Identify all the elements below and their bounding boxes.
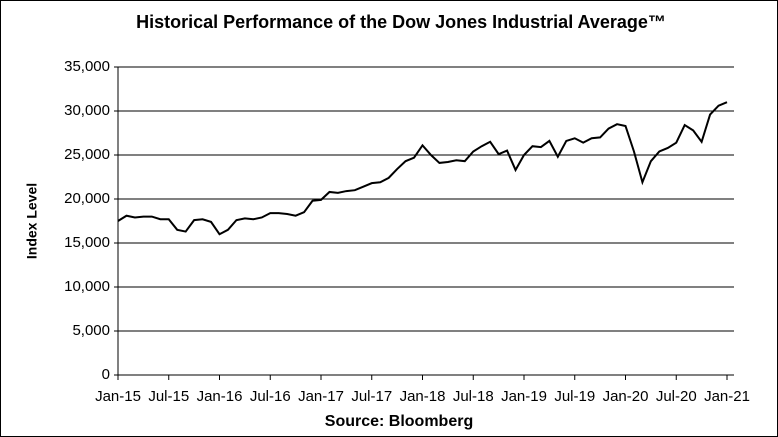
x-axis-title: Source: Bloomberg — [325, 413, 473, 430]
y-tick-label: 0 — [102, 366, 110, 383]
y-tick-label: 25,000 — [64, 146, 110, 163]
x-tick-label: Jan-17 — [298, 388, 344, 405]
x-tick-label: Jul-20 — [656, 388, 697, 405]
data-line — [117, 101, 728, 236]
y-tick-label: 5,000 — [72, 322, 110, 339]
y-tick-label: 15,000 — [64, 234, 110, 251]
x-tick-label: Jan-16 — [197, 388, 243, 405]
x-tick-label: Jul-19 — [554, 388, 595, 405]
x-tick-label: Jan-15 — [95, 388, 141, 405]
y-tick-label: 10,000 — [64, 278, 110, 295]
x-tick-label: Jul-15 — [148, 388, 189, 405]
x-tick-label: Jul-16 — [250, 388, 291, 405]
y-tick-label: 30,000 — [64, 102, 110, 119]
x-tick-label: Jan-19 — [501, 388, 547, 405]
chart-title: Historical Performance of the Dow Jones … — [136, 12, 666, 32]
x-tick-label: Jul-17 — [351, 388, 392, 405]
y-axis-title: Index Level — [24, 183, 40, 259]
y-tick-label: 20,000 — [64, 190, 110, 207]
x-tick-label: Jan-18 — [400, 388, 446, 405]
x-tick-label: Jan-21 — [704, 388, 750, 405]
y-tick-label: 35,000 — [64, 58, 110, 75]
x-tick-label: Jul-18 — [453, 388, 494, 405]
x-tick-label: Jan-20 — [603, 388, 649, 405]
